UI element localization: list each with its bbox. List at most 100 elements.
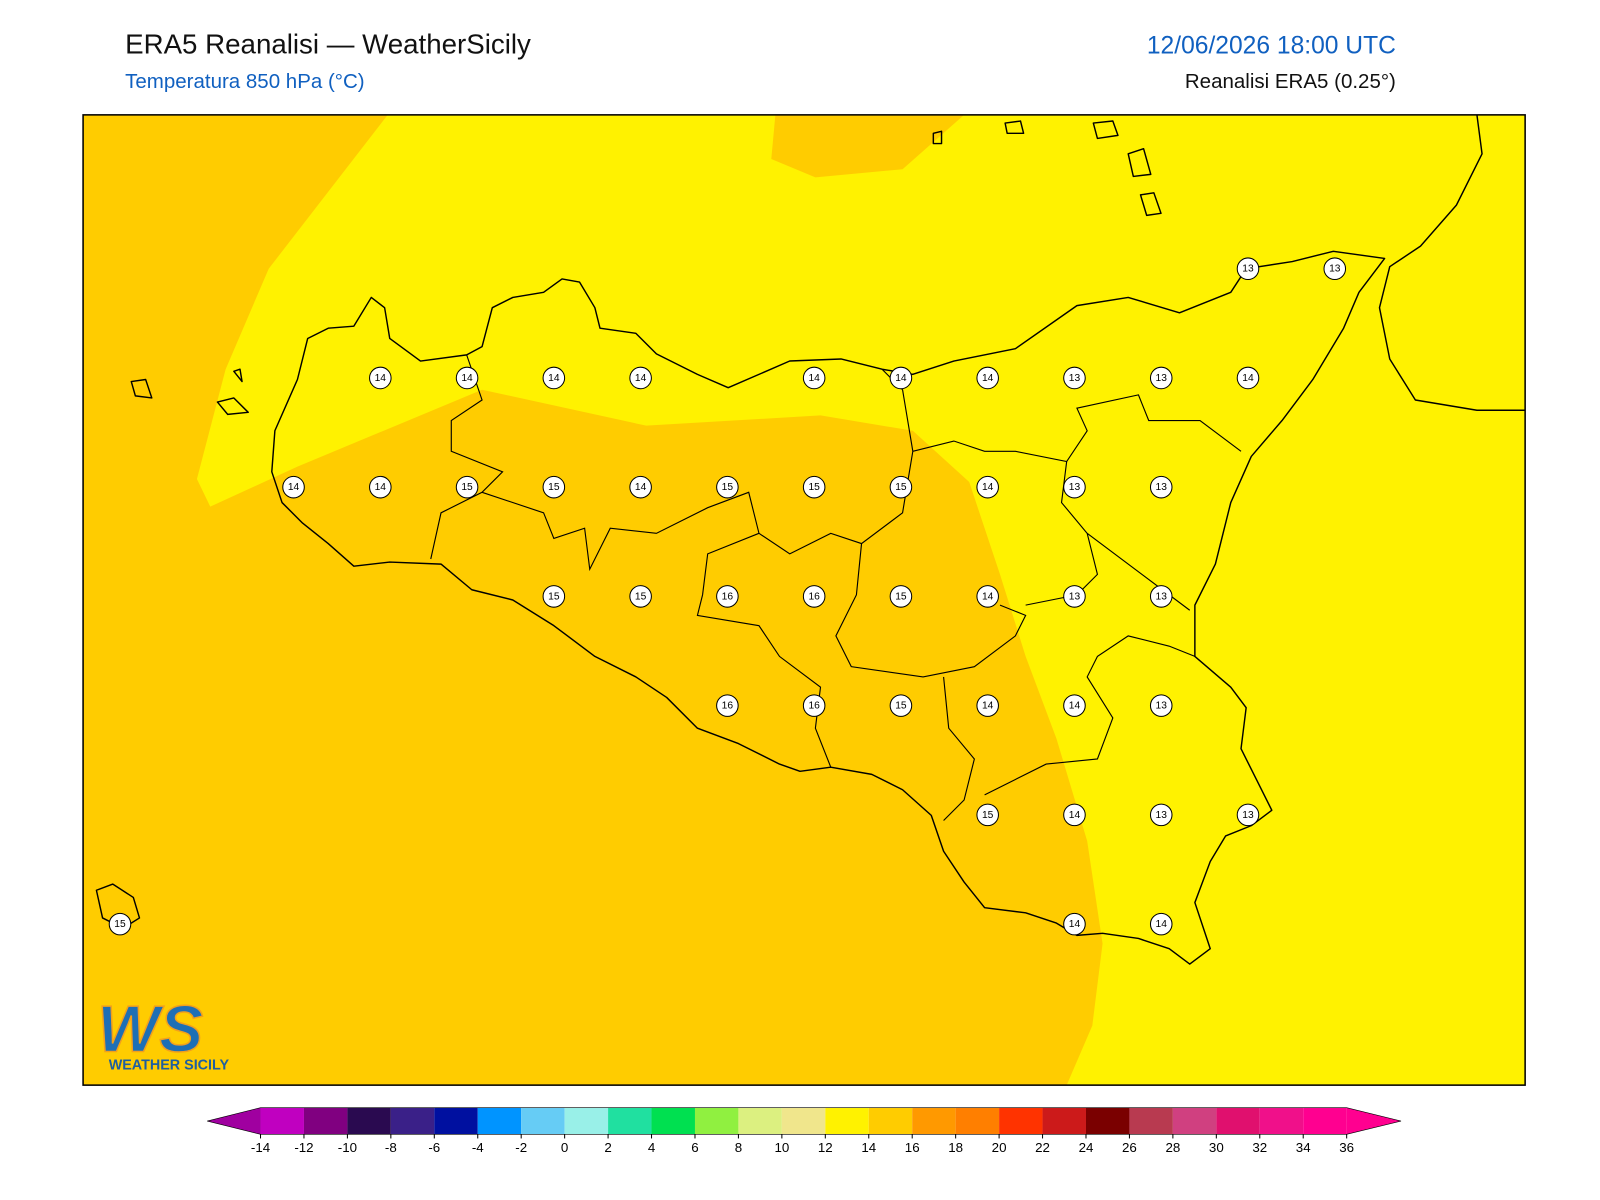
station: 14 [629, 366, 652, 390]
colorbar: -14 -12 -10 -8 -6 -4 -2 0 2 4 6 8 10 12 14 16 18 20 22 24 26… [207, 1107, 1402, 1155]
station-value: 13 [1329, 264, 1341, 275]
station-marker [108, 912, 132, 936]
station-marker [1236, 257, 1260, 280]
station-value: 13 [1242, 810, 1254, 821]
colorbar-tick-label: 8 [735, 1140, 742, 1155]
colorbar-tick-label: -2 [515, 1140, 527, 1155]
station: 16 [716, 694, 739, 717]
colorbar-box [912, 1107, 956, 1135]
station: 14 [1063, 912, 1086, 936]
station-value: 15 [461, 482, 473, 493]
station-marker [1063, 585, 1086, 608]
station-marker [1063, 694, 1086, 717]
colorbar-under [207, 1107, 261, 1135]
station-value: 13 [1069, 482, 1081, 493]
station-value: 15 [114, 919, 126, 930]
station-value: 15 [895, 591, 907, 602]
station-marker [802, 694, 826, 717]
map: 13 13 14 14 14 14 14 14 14 13 13 14 14 14 15 15 14 15 15 15… [82, 114, 1526, 1086]
station-value: 13 [1069, 373, 1081, 384]
colorbar-tick-label: 0 [561, 1140, 568, 1155]
station-value: 15 [722, 482, 734, 493]
station-marker [1063, 912, 1086, 936]
colorbar-tick-label: -14 [251, 1140, 271, 1155]
station: 14 [1063, 694, 1086, 717]
colorbar-tick-label: 20 [992, 1140, 1007, 1155]
station: 15 [889, 694, 913, 717]
station-value: 14 [1069, 701, 1081, 712]
station-marker [629, 585, 652, 608]
logo: WS WEATHER SICILY [97, 992, 230, 1074]
station-marker [282, 475, 305, 499]
station: 16 [716, 585, 739, 608]
subtitle: Temperatura 850 hPa (°C) [125, 70, 365, 93]
station-marker [802, 366, 826, 390]
station: 14 [976, 585, 999, 608]
calabria-coast [1378, 114, 1526, 411]
colorbar-tick-label: 16 [905, 1140, 920, 1155]
colorbar-box [1172, 1107, 1217, 1135]
station-value: 14 [1242, 373, 1254, 384]
colorbar-tick-label: 36 [1339, 1140, 1354, 1155]
station: 14 [455, 366, 479, 390]
station: 14 [1236, 366, 1260, 390]
field-14 [196, 114, 1526, 1086]
station-value: 14 [375, 482, 387, 493]
colorbar-tick-label: 30 [1209, 1140, 1224, 1155]
colorbar-box [434, 1107, 478, 1135]
station-marker [369, 366, 392, 390]
station-value: 13 [1156, 810, 1168, 821]
station: 15 [542, 585, 566, 608]
station-marker [542, 475, 566, 499]
station: 15 [629, 585, 652, 608]
station-value: 13 [1242, 264, 1254, 275]
station: 14 [1149, 912, 1173, 936]
station-marker [1149, 585, 1173, 608]
station: 16 [802, 585, 826, 608]
colorbar-tick-label: 32 [1252, 1140, 1267, 1155]
station: 15 [108, 912, 132, 936]
station-marker [629, 475, 652, 499]
station: 13 [1149, 694, 1173, 717]
colorbar-tick-label: -8 [385, 1140, 397, 1155]
station-value: 14 [548, 373, 560, 384]
station-value: 14 [982, 591, 994, 602]
station: 14 [976, 366, 999, 390]
logo-mark: WS [97, 992, 203, 1065]
station-value: 16 [808, 591, 820, 602]
islands [95, 120, 1162, 929]
station: 15 [716, 475, 739, 499]
colorbar-tick-label: 28 [1165, 1140, 1180, 1155]
colorbar-box [1303, 1107, 1347, 1135]
datetime: 12/06/2026 18:00 UTC [1147, 32, 1396, 59]
station-marker [976, 366, 999, 390]
station-marker [1149, 475, 1173, 499]
station-value: 15 [895, 482, 907, 493]
colorbar-over [1346, 1107, 1402, 1135]
station: 15 [889, 475, 913, 499]
station: 16 [802, 694, 826, 717]
station: 14 [802, 366, 826, 390]
station-value: 13 [1156, 591, 1168, 602]
colorbar-tick-label: 24 [1079, 1140, 1094, 1155]
station-marker [802, 585, 826, 608]
station: 15 [542, 475, 566, 499]
colorbar-box [955, 1107, 1000, 1135]
colorbar-box [390, 1107, 435, 1135]
source: Reanalisi ERA5 (0.25°) [1185, 70, 1396, 93]
station-marker [1149, 803, 1173, 827]
station-marker [1063, 475, 1086, 499]
station: 13 [1149, 803, 1173, 827]
colorbar-tick-label: 26 [1122, 1140, 1137, 1155]
colorbar-tick-label: 22 [1035, 1140, 1050, 1155]
colorbar-box [694, 1107, 739, 1135]
colorbar-tick-label: 14 [861, 1140, 876, 1155]
station-value: 15 [808, 482, 820, 493]
station-marker [542, 366, 566, 390]
station-marker [889, 694, 913, 717]
colorbar-box [303, 1107, 348, 1135]
station-value: 15 [982, 810, 994, 821]
station-marker [1063, 803, 1086, 827]
station-marker [1236, 803, 1260, 827]
